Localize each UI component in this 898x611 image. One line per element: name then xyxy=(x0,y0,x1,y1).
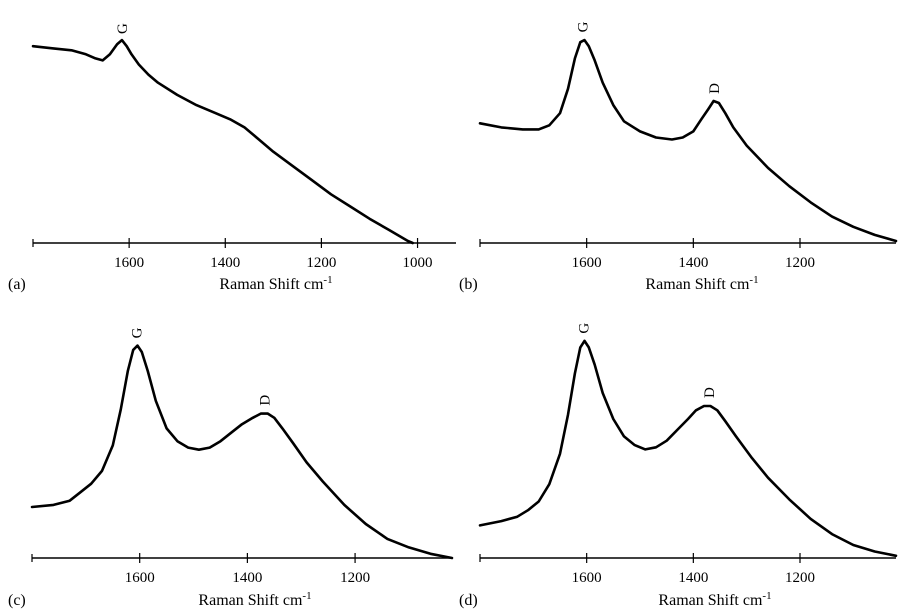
x-tick-label: 1400 xyxy=(678,255,708,271)
peak-label-d: D xyxy=(258,395,274,406)
x-axis-label: Raman Shift cm-1 xyxy=(645,274,758,293)
panel-label-b: (b) xyxy=(459,276,478,293)
x-axis-label-superscript: -1 xyxy=(749,274,758,286)
x-tick-label: 1200 xyxy=(340,570,370,586)
x-tick-label: 1400 xyxy=(678,570,708,586)
x-tick-label: 1200 xyxy=(306,255,336,271)
peak-label-g: G xyxy=(577,323,593,334)
x-axis-label-superscript: -1 xyxy=(323,274,332,286)
panel-b: 1600 1400 1200 G D (b) Raman Shift cm-1 xyxy=(459,21,898,293)
panel-label-c: (c) xyxy=(8,592,26,609)
x-tick-label: 1600 xyxy=(572,255,602,271)
peak-label-d: D xyxy=(707,83,723,94)
x-tick-label: 1000 xyxy=(403,255,433,271)
x-tick-label: 1200 xyxy=(785,255,815,271)
panel-label-a: (a) xyxy=(8,276,26,293)
panel-c: 1600 1400 1200 G D (c) Raman Shift cm-1 xyxy=(8,327,454,609)
x-axis-label-superscript: -1 xyxy=(302,590,311,602)
peak-label-g: G xyxy=(575,21,591,32)
x-tick-label: 1600 xyxy=(572,570,602,586)
x-tick-label: 1600 xyxy=(125,570,155,586)
x-axis-label: Raman Shift cm-1 xyxy=(198,590,311,609)
peak-label-d: D xyxy=(702,387,718,398)
panel-a: 1600 1400 1200 1000 G (a) Raman Shift cm-1 xyxy=(8,23,456,293)
x-tick-label: 1200 xyxy=(785,570,815,586)
x-tick-label: 1400 xyxy=(210,255,240,271)
panel-label-d: (d) xyxy=(459,592,478,609)
x-axis-label: Raman Shift cm-1 xyxy=(219,274,332,293)
spectrum-line xyxy=(31,38,415,245)
spectrum-line xyxy=(478,38,898,243)
x-axis-label: Raman Shift cm-1 xyxy=(658,590,771,609)
x-axis-label-superscript: -1 xyxy=(762,590,771,602)
peak-label-g: G xyxy=(115,23,131,34)
x-tick-label: 1400 xyxy=(232,570,262,586)
spectrum-line xyxy=(478,339,898,558)
x-tick-label: 1600 xyxy=(114,255,144,271)
spectrum-line xyxy=(30,344,454,560)
panel-d: 1600 1400 1200 G D (d) Raman Shift cm-1 xyxy=(459,323,898,609)
peak-label-g: G xyxy=(130,327,146,338)
